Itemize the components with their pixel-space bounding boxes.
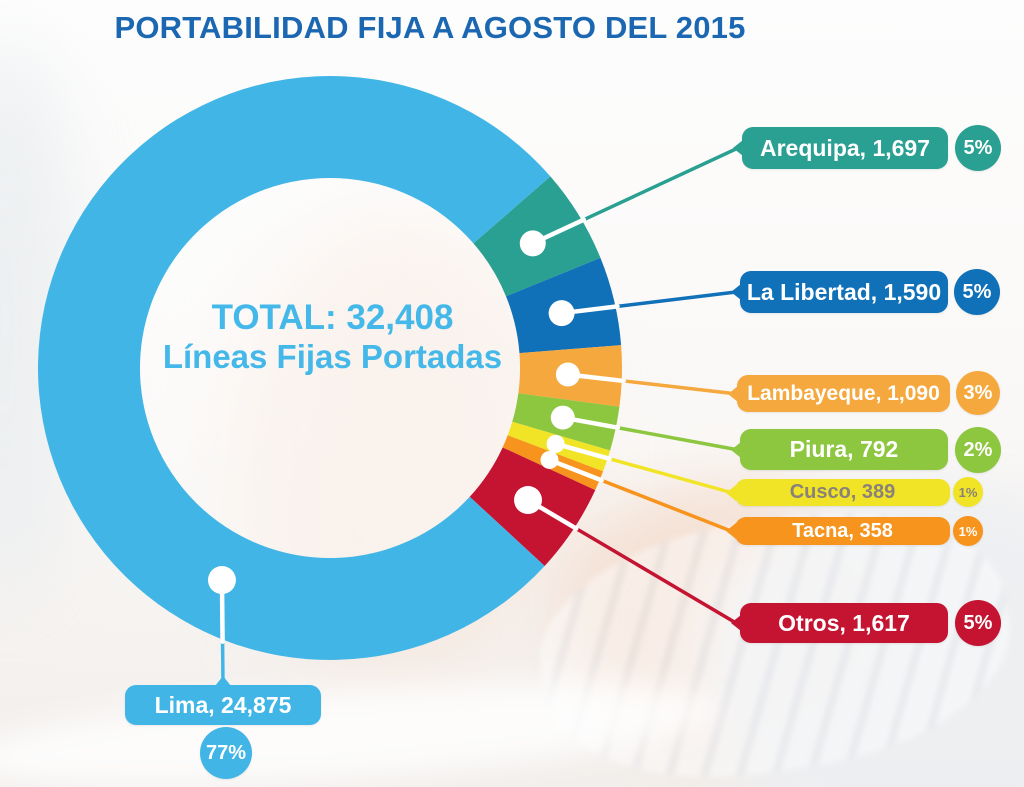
callout-dot-tacna (540, 450, 559, 469)
region-pill-otros: Otros, 1,617 (731, 603, 948, 643)
region-pct-badge-piura: 2% (955, 427, 1001, 473)
donut-center-label: TOTAL: 32,408 Líneas Fijas Portadas (135, 298, 530, 376)
region-pill-label: Tacna, 358 (792, 519, 893, 542)
pill-tail (733, 140, 743, 156)
callout-dot-cusco (546, 434, 565, 453)
region-pill-la-libertad: La Libertad, 1,590 (731, 271, 948, 313)
region-pill-arequipa: Arequipa, 1,697 (733, 127, 948, 169)
total-value: TOTAL: 32,408 (211, 298, 454, 337)
region-pill-piura: Piura, 792 (731, 429, 948, 470)
region-pill-label: Lima, 24,875 (154, 691, 292, 718)
callout-dot-lambayeque (555, 362, 580, 387)
total-caption: Líneas Fijas Portadas (162, 338, 503, 376)
region-pct-badge-otros: 5% (955, 600, 1001, 646)
region-pct-badge-la-libertad: 5% (954, 269, 1000, 315)
pill-tail (215, 676, 231, 686)
callout-dot-la libertad (548, 300, 575, 327)
page-title: PORTABILIDAD FIJA A AGOSTO DEL 2015 (114, 10, 746, 45)
region-pill-label: Piura, 792 (789, 436, 899, 462)
region-pill-label: Arequipa, 1,697 (759, 134, 931, 161)
callout-line-cusco (607, 457, 733, 495)
region-pill-label: Otros, 1,617 (778, 609, 910, 636)
callout-dot-arequipa (519, 230, 546, 257)
region-pill-label: Lambayeque, 1,090 (747, 381, 940, 405)
region-pill-cusco: Cusco, 389 (726, 479, 950, 506)
pill-tail (731, 615, 741, 631)
region-pct-badge-lambayeque: 3% (956, 371, 1000, 415)
callout-dot-lima (207, 566, 236, 595)
region-pill-tacna: Tacna, 358 (726, 517, 950, 545)
region-pct-badge-lima: 77% (200, 727, 252, 779)
region-pct-badge-tacna: 1% (953, 516, 983, 546)
callout-line-arequipa (582, 146, 740, 222)
callout-line-stub-tacna (547, 457, 604, 483)
donut-hole (140, 178, 520, 558)
region-pct-badge-cusco: 1% (953, 477, 983, 507)
pill-tail (726, 523, 736, 539)
callout-line-la libertad (615, 290, 738, 309)
callout-dot-otros (514, 486, 543, 515)
callout-line-piura (616, 425, 738, 452)
region-pct-badge-arequipa: 5% (955, 125, 1001, 171)
pill-tail (726, 484, 736, 501)
region-pill-lambayeque: Lambayeque, 1,090 (728, 375, 950, 412)
region-pill-label: La Libertad, 1,590 (746, 278, 942, 305)
callout-line-stub-cusco (553, 441, 612, 462)
region-pill-lima: Lima, 24,875 (125, 676, 321, 725)
pill-tail (728, 385, 738, 402)
region-pill-label: Cusco, 389 (789, 481, 896, 503)
donut-segment-lima (37, 76, 551, 661)
pill-tail (731, 441, 741, 458)
callout-dot-piura (550, 405, 575, 430)
callout-line-otros (574, 526, 738, 625)
pill-tail (731, 284, 741, 300)
callout-line-lambayeque (621, 379, 735, 396)
callout-line-tacna (599, 478, 733, 533)
